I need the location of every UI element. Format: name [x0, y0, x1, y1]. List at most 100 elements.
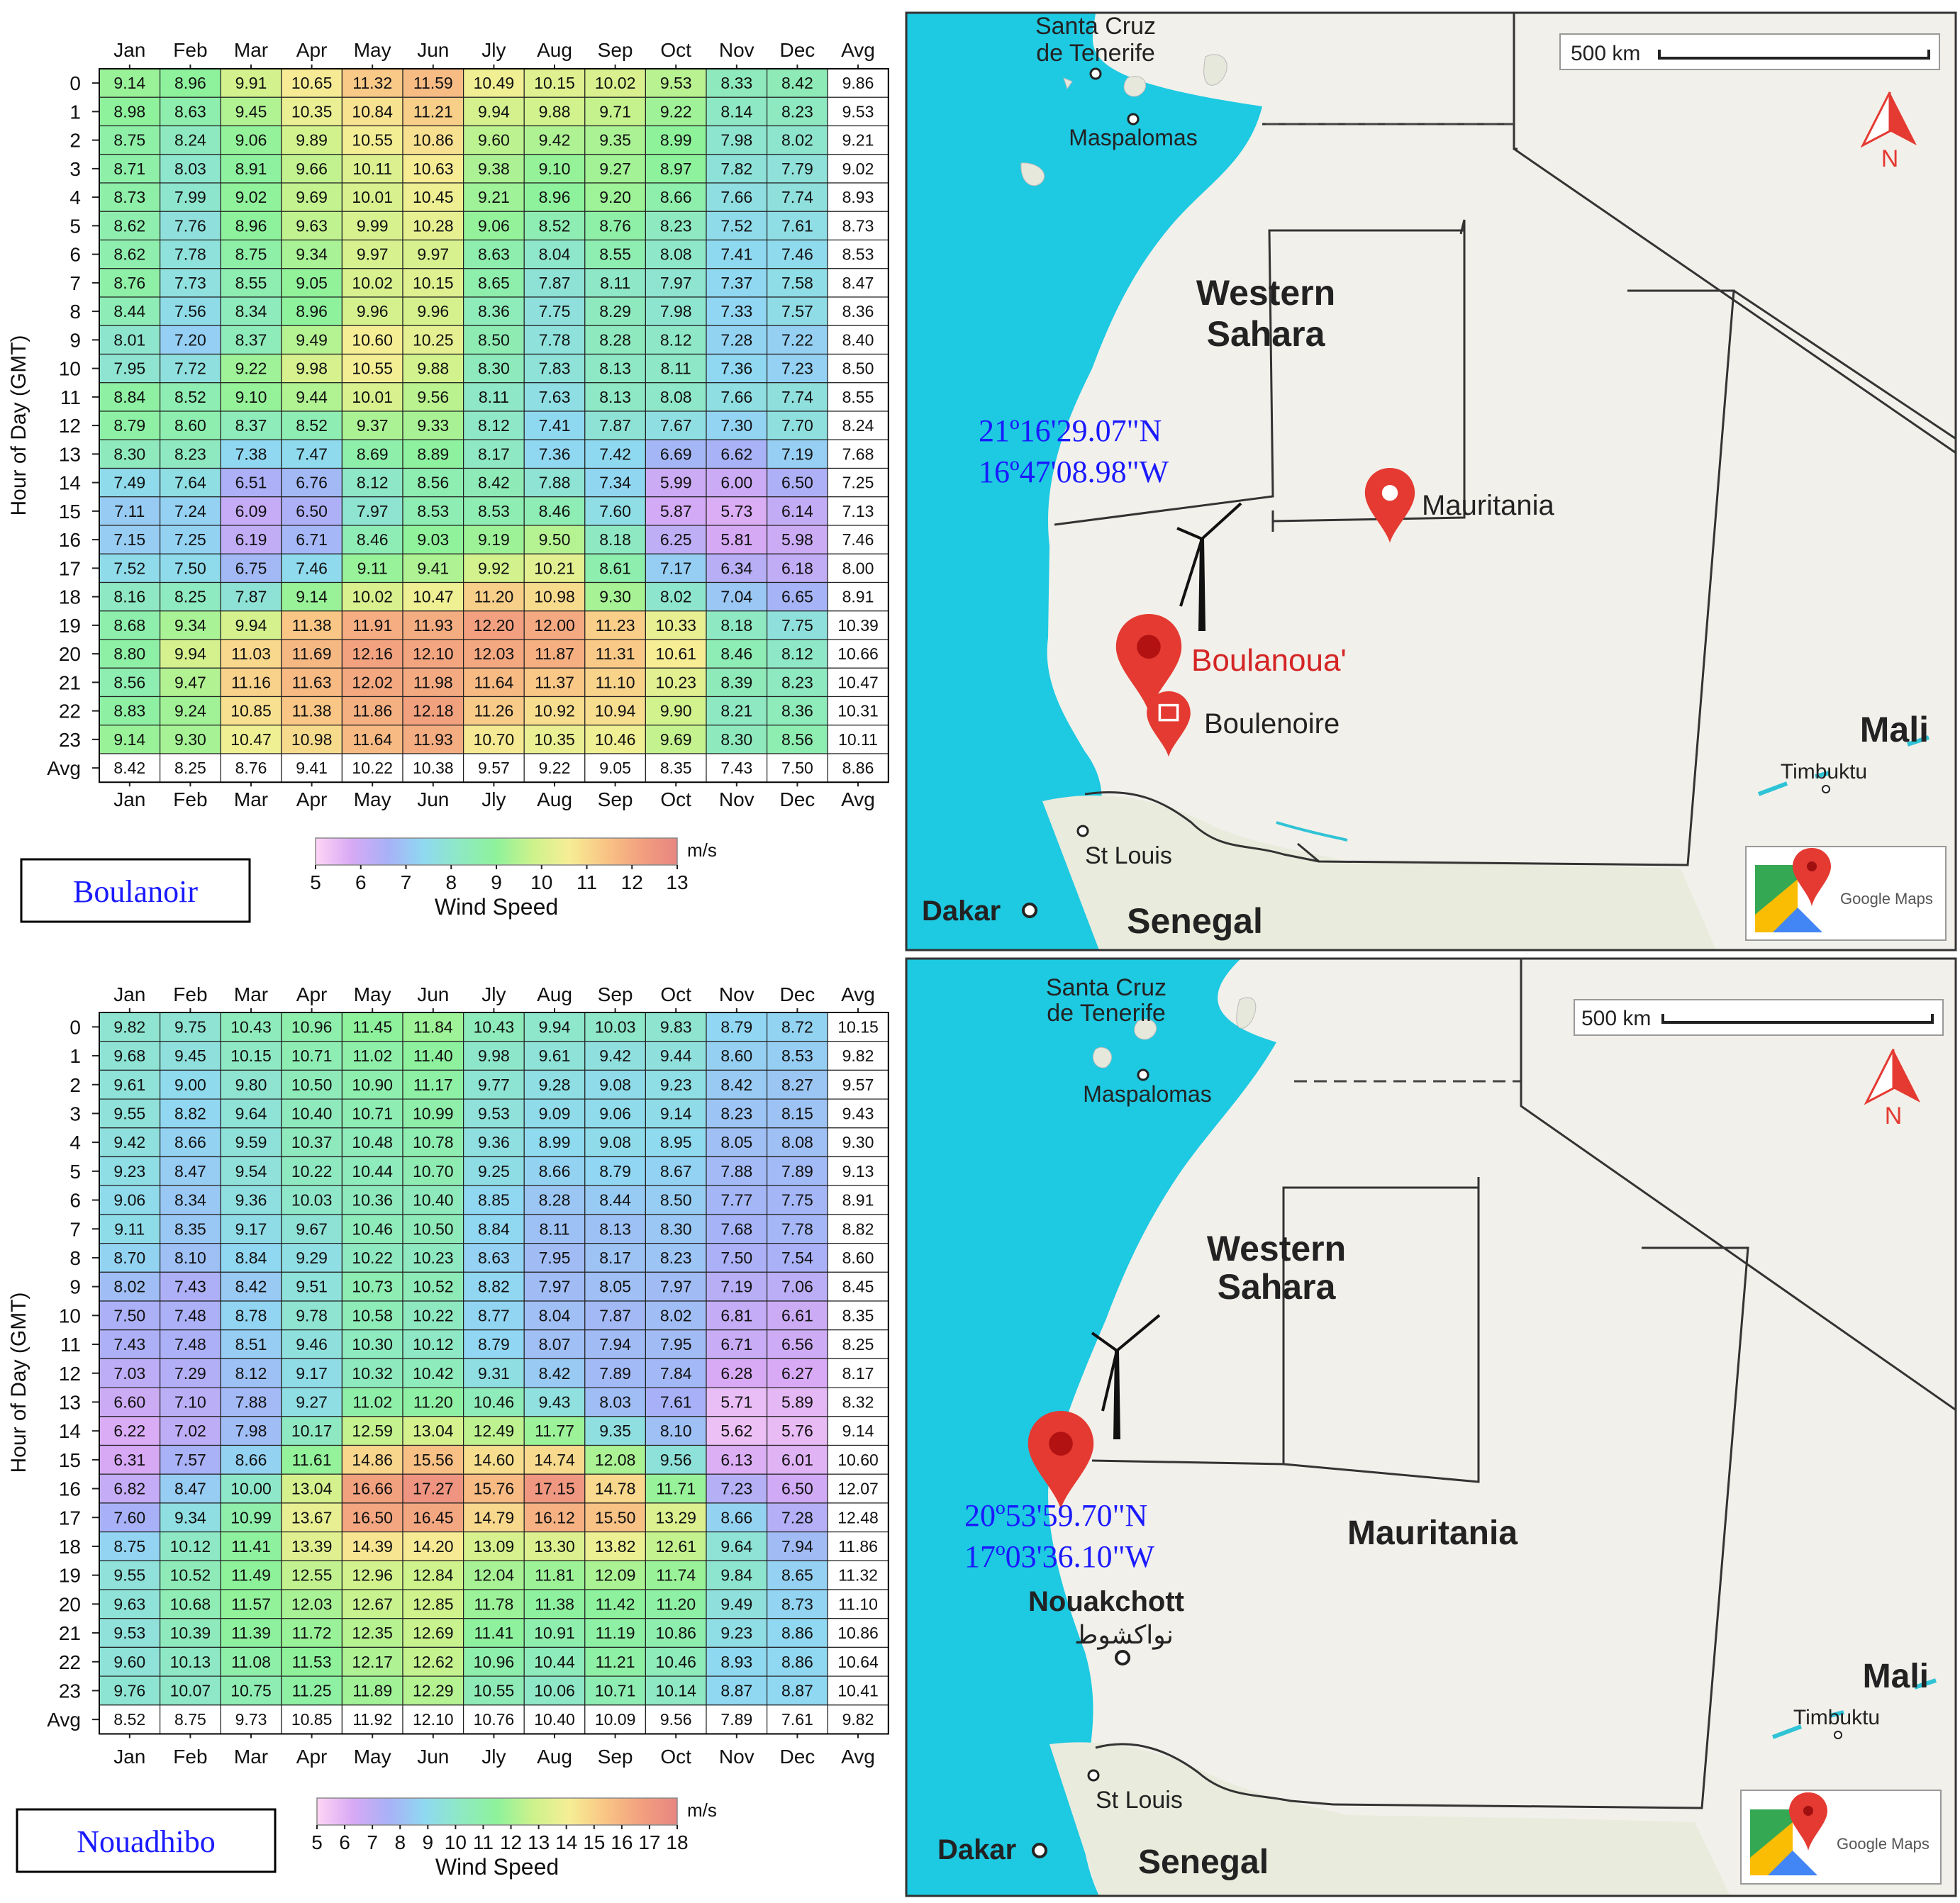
cell-value: 8.08 [660, 245, 692, 264]
cell-value: 7.97 [660, 1278, 692, 1296]
cell-value: 9.22 [235, 359, 267, 378]
heatmap-cell [706, 1012, 768, 1042]
cell-value: 7.13 [842, 502, 874, 520]
heatmap-cell [281, 1185, 343, 1215]
city-dot-icon [1137, 1068, 1149, 1081]
heatmap-cell [462, 1214, 525, 1244]
heatmap-cell [402, 553, 464, 584]
cell-value: 10.49 [474, 74, 515, 92]
cell-value: 8.99 [660, 131, 692, 150]
cell-value: 9.96 [417, 302, 449, 320]
cell-value: 9.30 [599, 588, 631, 606]
colorbar-tick-label: 6 [339, 1831, 350, 1853]
cell-value: 9.64 [235, 1104, 267, 1122]
cell-value: 10.98 [534, 588, 575, 606]
cell-value: 7.97 [357, 502, 389, 520]
cell-value: 12.18 [413, 702, 454, 720]
heatmap-cell [220, 125, 282, 155]
cell-value: 16.45 [413, 1508, 454, 1527]
heatmap-cell [584, 96, 646, 127]
heatmap-cell [827, 696, 889, 726]
city-dot-icon [1822, 785, 1830, 793]
cell-value: 8.40 [842, 330, 874, 349]
label-st-louis: St Louis [1085, 842, 1172, 869]
cell-value: 7.25 [842, 474, 874, 492]
cell-value: 8.56 [781, 730, 813, 749]
cell-value: 7.77 [720, 1191, 752, 1210]
heatmap-cell [523, 211, 586, 241]
y-tick-label: 0 [69, 72, 81, 94]
cell-value: 11.21 [413, 102, 453, 121]
cell-value: 11.81 [535, 1566, 574, 1585]
heatmap-cell [827, 1271, 889, 1302]
north-arrow-icon: N [1864, 1049, 1920, 1129]
heatmap-cell [341, 1473, 403, 1504]
cell-value: 8.86 [781, 1624, 813, 1642]
cell-value: 10.40 [291, 1104, 333, 1122]
heatmap-cell [645, 1271, 707, 1302]
heatmap-cell [827, 467, 889, 498]
cell-value: 12.00 [534, 616, 575, 635]
cell-value: 10.99 [230, 1508, 272, 1527]
cell-value: 9.57 [478, 759, 510, 777]
cell-value: 7.49 [113, 474, 145, 492]
cell-value: 12.69 [413, 1624, 454, 1642]
cell-value: 8.86 [781, 1653, 813, 1671]
cell-value: 7.56 [174, 302, 206, 320]
cell-value: 9.99 [357, 216, 389, 235]
y-axis-label: Hour of Day (GMT) [7, 1292, 30, 1473]
cell-value: 16.50 [352, 1508, 393, 1527]
cell-value: 8.66 [174, 1133, 206, 1151]
cell-value: 6.75 [235, 559, 267, 577]
cell-value: 10.90 [352, 1076, 393, 1094]
heatmap-cell [462, 553, 525, 584]
heatmap-cell [584, 239, 646, 269]
heatmap-cell [99, 353, 161, 384]
cell-value: 9.42 [113, 1133, 145, 1151]
heatmap-cell [160, 1589, 221, 1619]
heatmap-cell [766, 154, 828, 184]
y-tick-label: 1 [69, 101, 81, 123]
cell-value: 13.29 [655, 1508, 696, 1527]
heatmap-cell [281, 353, 343, 384]
heatmap-cell [99, 1271, 161, 1302]
y-tick-label: 4 [69, 1132, 81, 1154]
heatmap-cell [341, 610, 403, 640]
heatmap-cell [523, 753, 586, 783]
y-tick-label: 13 [59, 443, 81, 465]
heatmap-cell [281, 1242, 343, 1273]
city-dot-icon [1076, 825, 1089, 837]
heatmap-cell [341, 382, 403, 412]
heatmap-cell [584, 725, 646, 754]
heatmap-cell [766, 1214, 828, 1244]
cell-value: 6.27 [781, 1364, 813, 1383]
cell-value: 9.63 [113, 1595, 145, 1613]
heatmap-cell [827, 382, 889, 412]
cell-value: 8.96 [539, 188, 571, 206]
heatmap-cell [766, 68, 828, 98]
cell-value: 8.34 [174, 1191, 206, 1210]
heatmap-cell [99, 125, 161, 155]
cell-value: 12.84 [413, 1566, 454, 1585]
cell-value: 8.93 [720, 1653, 752, 1671]
heatmap-cell [706, 496, 768, 526]
heatmap-cell [827, 1618, 889, 1648]
svg-text:Google Maps: Google Maps [1837, 1835, 1930, 1853]
y-tick-label: 18 [59, 1536, 81, 1558]
cell-value: 8.12 [478, 416, 510, 435]
x-tick-label: Nov [719, 788, 755, 810]
heatmap-cell [99, 1098, 161, 1129]
cell-value: 8.11 [661, 359, 691, 378]
cell-value: 15.56 [413, 1451, 454, 1469]
heatmap-cell [281, 1444, 343, 1475]
cell-value: 7.88 [720, 1162, 752, 1181]
heatmap-cell [281, 1387, 343, 1417]
heatmap-cell [402, 1185, 464, 1215]
heatmap-cell [402, 268, 464, 298]
cell-value: 9.33 [417, 416, 449, 435]
colorbar-tick-label: 11 [577, 871, 597, 893]
cell-value: 10.22 [291, 1162, 333, 1181]
cell-value: 10.38 [413, 759, 454, 777]
coord-lat: 20º53'59.70"N [964, 1498, 1147, 1533]
y-tick-label: 9 [69, 1276, 81, 1298]
